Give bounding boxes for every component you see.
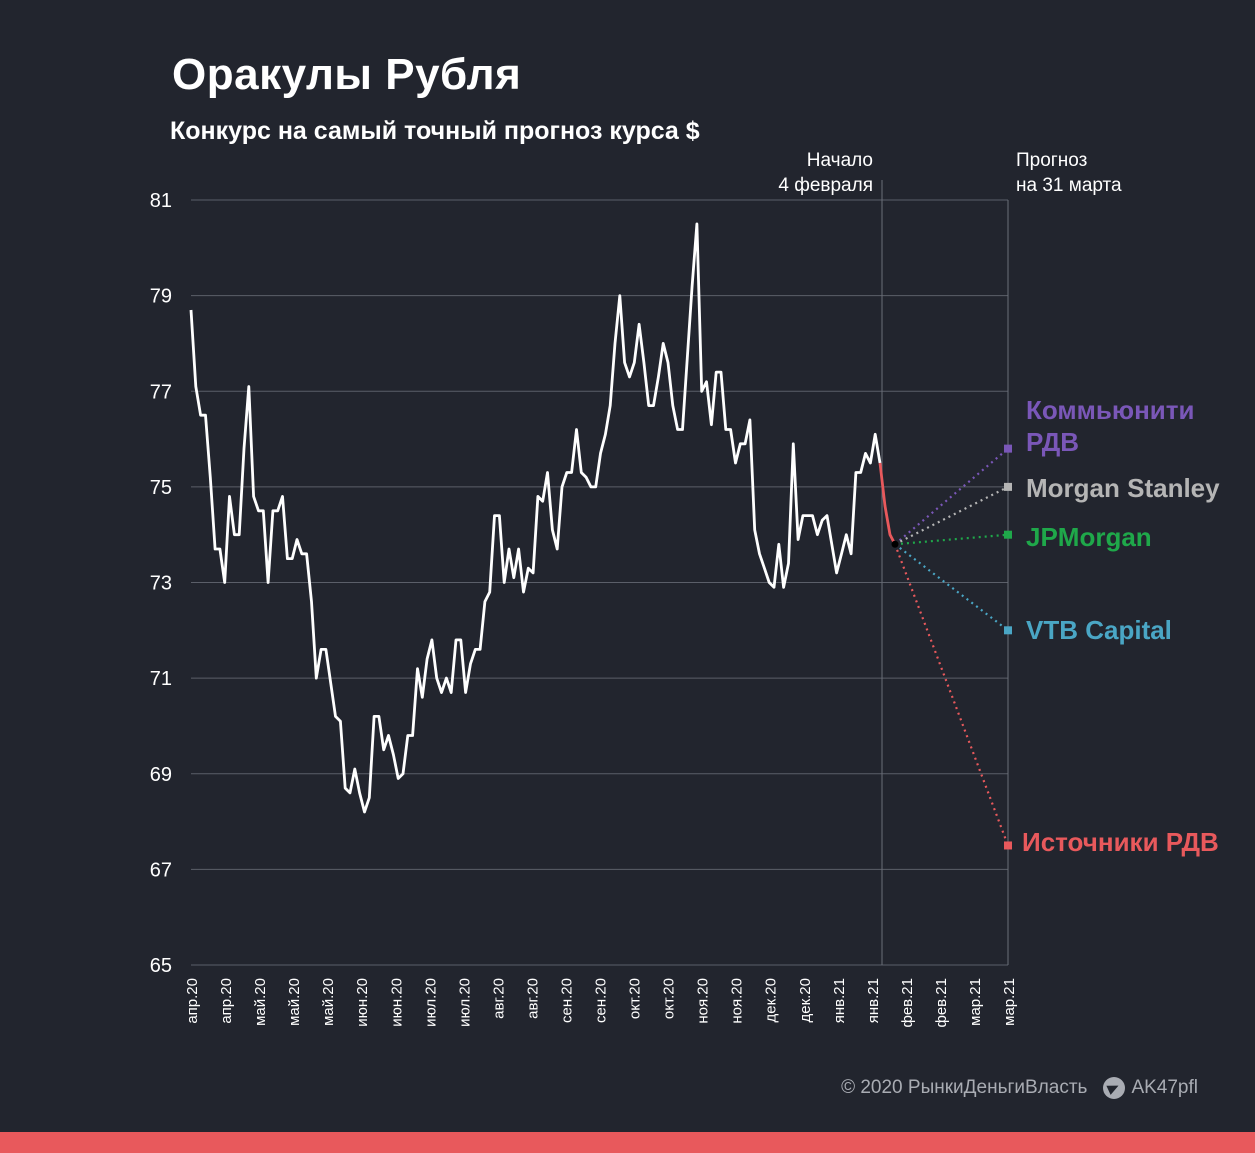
y-tick-label: 77 xyxy=(150,381,172,403)
y-tick-label: 73 xyxy=(150,573,172,595)
copyright-text: © 2020 РынкиДеньгиВласть xyxy=(841,1077,1088,1098)
forecast-line xyxy=(894,543,1009,632)
x-tick-label: июл.20 xyxy=(456,978,473,1027)
y-tick-label: 79 xyxy=(150,286,172,308)
x-tick-label: ноя.20 xyxy=(729,978,746,1024)
x-tick-label: июл.20 xyxy=(422,978,439,1027)
y-tick-labels: 81 79 77 75 73 71 69 67 65 xyxy=(150,190,172,977)
gridlines xyxy=(191,199,1008,966)
series-label-sources: Источники РДВ xyxy=(1022,827,1219,857)
series-label-community: Коммьюнити xyxy=(1026,395,1194,425)
x-tick-label: янв.21 xyxy=(865,978,882,1023)
x-tick-label: мар.21 xyxy=(1001,978,1018,1026)
x-tick-label: апр.20 xyxy=(218,978,235,1024)
x-tick-label: янв.21 xyxy=(831,978,848,1023)
x-tick-label: авг.20 xyxy=(490,978,507,1019)
forecast-end-marker xyxy=(1004,444,1012,453)
start-point xyxy=(891,540,899,548)
x-tick-label: ноя.20 xyxy=(695,978,712,1024)
history-series-line xyxy=(189,222,882,814)
forecast-line xyxy=(893,543,1010,846)
pre-start-series-line xyxy=(878,462,897,545)
chart-subtitle: Конкурс на самый точный прогноз курса $ xyxy=(170,117,700,145)
series-label-jpmorgan: JPMorgan xyxy=(1026,522,1152,552)
series-label-community-line2: РДВ xyxy=(1026,427,1079,457)
x-tick-label: авг.20 xyxy=(524,978,541,1019)
y-tick-label: 75 xyxy=(150,477,172,499)
x-tick-label: май.20 xyxy=(252,978,269,1026)
x-tick-label: дек.20 xyxy=(763,978,780,1023)
bottom-accent-bar xyxy=(0,1132,1255,1153)
y-tick-label: 67 xyxy=(150,859,172,881)
y-tick-label: 69 xyxy=(150,764,172,786)
x-tick-label: окт.20 xyxy=(627,978,644,1019)
series-label-vtb-capital: VTB Capital xyxy=(1026,615,1172,645)
y-tick-label: 81 xyxy=(150,190,172,212)
forecast-end-marker xyxy=(1004,482,1012,491)
series-lines xyxy=(189,222,897,814)
y-tick-label: 65 xyxy=(150,955,172,977)
y-tick-label: 71 xyxy=(150,668,172,690)
forecast-annotation-line1: Прогноз xyxy=(1016,150,1087,171)
telegram-handle: AK47pfl xyxy=(1131,1077,1198,1098)
x-tick-label: май.20 xyxy=(320,978,337,1026)
series-label-morgan-stanley: Morgan Stanley xyxy=(1026,473,1220,503)
forecast-annotation-line2: на 31 марта xyxy=(1016,175,1122,196)
x-tick-label: дек.20 xyxy=(797,978,814,1023)
telegram-icon xyxy=(1103,1077,1126,1099)
forecast-end-marker xyxy=(1004,530,1012,539)
forecast-end-marker xyxy=(1004,626,1012,635)
forecast-lines xyxy=(891,444,1012,850)
x-tick-labels: апр.20 апр.20 май.20 май.20 май.20 июн.20 июн.… xyxy=(184,978,1018,1028)
footer: © 2020 РынкиДеньгиВласть AK47pfl xyxy=(841,1077,1198,1099)
start-annotation-line1: Начало xyxy=(807,150,873,171)
x-tick-label: сен.20 xyxy=(558,978,575,1023)
chart-title: Оракулы Рубля xyxy=(172,50,522,99)
x-tick-label: фев.21 xyxy=(933,978,950,1028)
start-annotation-line2: 4 февраля xyxy=(778,175,873,196)
x-tick-label: май.20 xyxy=(286,978,303,1026)
marker-lines xyxy=(881,180,1009,965)
forecast-end-marker xyxy=(1004,841,1012,850)
x-tick-label: фев.21 xyxy=(899,978,916,1028)
x-tick-label: июн.20 xyxy=(354,978,371,1027)
x-tick-label: сен.20 xyxy=(593,978,610,1023)
forecast-line xyxy=(894,447,1009,546)
x-tick-label: апр.20 xyxy=(184,978,201,1024)
x-tick-label: июн.20 xyxy=(388,978,405,1027)
forecast-line xyxy=(894,533,1009,546)
x-tick-label: окт.20 xyxy=(661,978,678,1019)
x-tick-label: мар.21 xyxy=(967,978,984,1026)
